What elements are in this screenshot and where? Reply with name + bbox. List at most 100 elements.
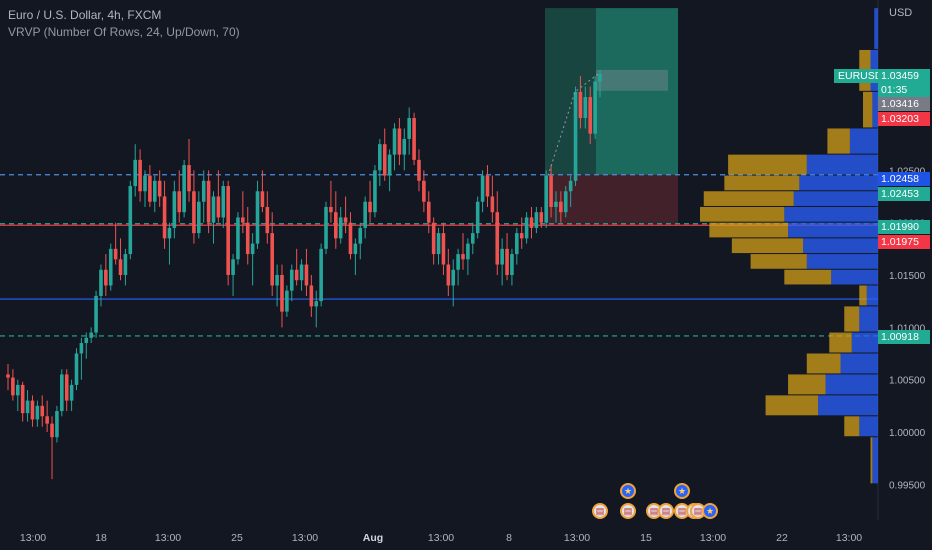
candle-body xyxy=(74,353,79,385)
candle-body xyxy=(162,196,167,239)
candle-body xyxy=(177,191,182,213)
position-target-zone[interactable] xyxy=(545,8,678,175)
candle-body xyxy=(250,243,255,255)
price-tag: 01:35 xyxy=(878,83,930,97)
candle-body xyxy=(197,201,201,234)
y-tick-label: 1.02500 xyxy=(889,166,926,177)
candle-body xyxy=(568,180,573,192)
currency-label[interactable]: USD xyxy=(889,7,913,19)
volume-profile-down-bar xyxy=(829,332,852,353)
candle-body xyxy=(138,159,142,192)
candle-body xyxy=(113,248,118,260)
candle-body xyxy=(402,138,407,155)
candle-body xyxy=(373,170,377,213)
candle-body xyxy=(539,212,544,223)
x-tick-label: 13:00 xyxy=(428,532,454,544)
y-tick-label: 1.01000 xyxy=(889,323,926,334)
candle-body xyxy=(412,118,416,160)
volume-profile-up-bar xyxy=(851,332,878,353)
x-tick-label: 13:00 xyxy=(564,532,590,544)
candle-body xyxy=(436,233,441,255)
candle-body xyxy=(285,290,289,312)
candle-body xyxy=(397,128,402,155)
volume-profile-down-bar xyxy=(700,206,785,222)
x-tick-label: 13:00 xyxy=(155,532,181,544)
candle-body xyxy=(588,97,593,134)
candle-body xyxy=(265,206,270,234)
candle-body xyxy=(275,275,279,286)
price-tag: 1.01975 xyxy=(878,235,930,249)
volume-profile-up-bar xyxy=(784,206,878,222)
candle-body xyxy=(241,217,245,223)
candle-body xyxy=(563,191,568,213)
price-tag: 1.01990 xyxy=(878,220,930,234)
volume-profile-up-bar xyxy=(849,128,878,154)
candle-body xyxy=(118,259,123,275)
volume-profile-up-bar xyxy=(806,254,878,269)
candle-body xyxy=(289,269,294,291)
indicator-legend[interactable]: VRVP (Number Of Rows, 24, Up/Down, 70) xyxy=(8,25,240,39)
us-flag-event-icon[interactable]: ▤ xyxy=(658,503,674,519)
volume-profile-down-bar xyxy=(765,395,819,416)
candle-body xyxy=(157,180,162,197)
price-tag: 1.03416 xyxy=(878,97,930,111)
candle-body xyxy=(343,217,348,223)
candle-body xyxy=(40,405,45,417)
candle-body xyxy=(480,175,485,202)
candle-body xyxy=(319,248,323,302)
candle-body xyxy=(89,332,93,338)
x-tick-label: 22 xyxy=(776,532,788,544)
candle-body xyxy=(192,191,196,234)
position-realized-zone xyxy=(596,8,678,175)
candle-body xyxy=(79,343,84,354)
price-tag: 1.02453 xyxy=(878,187,930,201)
chart-title: Euro / U.S. Dollar, 4h, FXCM xyxy=(8,8,162,22)
candle-body xyxy=(392,128,397,155)
candle-body xyxy=(510,254,514,275)
symbol-price-tag: EURUSD xyxy=(834,69,887,83)
candle-body xyxy=(554,201,558,207)
volume-profile-down-bar xyxy=(827,128,850,154)
candle-body xyxy=(451,269,456,286)
x-tick-label: 13:00 xyxy=(836,532,862,544)
candle-body xyxy=(515,233,519,255)
eu-flag-event-icon[interactable]: ★ xyxy=(674,483,690,499)
y-tick-label: 1.01500 xyxy=(889,271,926,282)
eu-flag-event-icon[interactable]: ★ xyxy=(702,503,718,519)
x-tick-label: 15 xyxy=(640,532,652,544)
candle-body xyxy=(334,212,338,239)
volume-profile-up-bar xyxy=(859,306,878,332)
price-tag: 1.03459 xyxy=(878,69,930,83)
us-flag-event-icon[interactable]: ▤ xyxy=(620,503,636,519)
candle-body xyxy=(30,400,35,420)
volume-profile-up-bar xyxy=(803,238,878,254)
candle-body xyxy=(573,91,578,181)
candle-body xyxy=(387,154,392,176)
candle-body xyxy=(216,196,221,218)
candle-body xyxy=(11,377,15,396)
candle-body xyxy=(470,233,475,244)
candle-body xyxy=(559,201,563,213)
volume-profile-down-bar xyxy=(728,154,807,175)
volume-profile-down-bar xyxy=(844,306,860,332)
x-tick-label: 13:00 xyxy=(20,532,46,544)
candle-body xyxy=(64,374,69,401)
candle-body xyxy=(69,384,74,401)
candle-body xyxy=(104,269,108,286)
volume-profile-down-bar xyxy=(724,175,800,191)
volume-profile-down-bar xyxy=(806,353,841,374)
candle-body xyxy=(108,248,113,286)
candle-body xyxy=(187,165,191,192)
y-tick-label: 1.00000 xyxy=(889,428,926,439)
candle-body xyxy=(35,405,40,420)
volume-profile-up-bar xyxy=(818,395,878,416)
candle-body xyxy=(378,144,382,171)
us-flag-event-icon[interactable]: ▤ xyxy=(592,503,608,519)
eu-flag-event-icon[interactable]: ★ xyxy=(620,483,636,499)
volume-profile-up-bar xyxy=(793,191,878,206)
candle-body xyxy=(368,201,372,213)
candle-body xyxy=(226,186,230,275)
candle-body xyxy=(25,400,30,414)
candle-body xyxy=(304,264,309,286)
